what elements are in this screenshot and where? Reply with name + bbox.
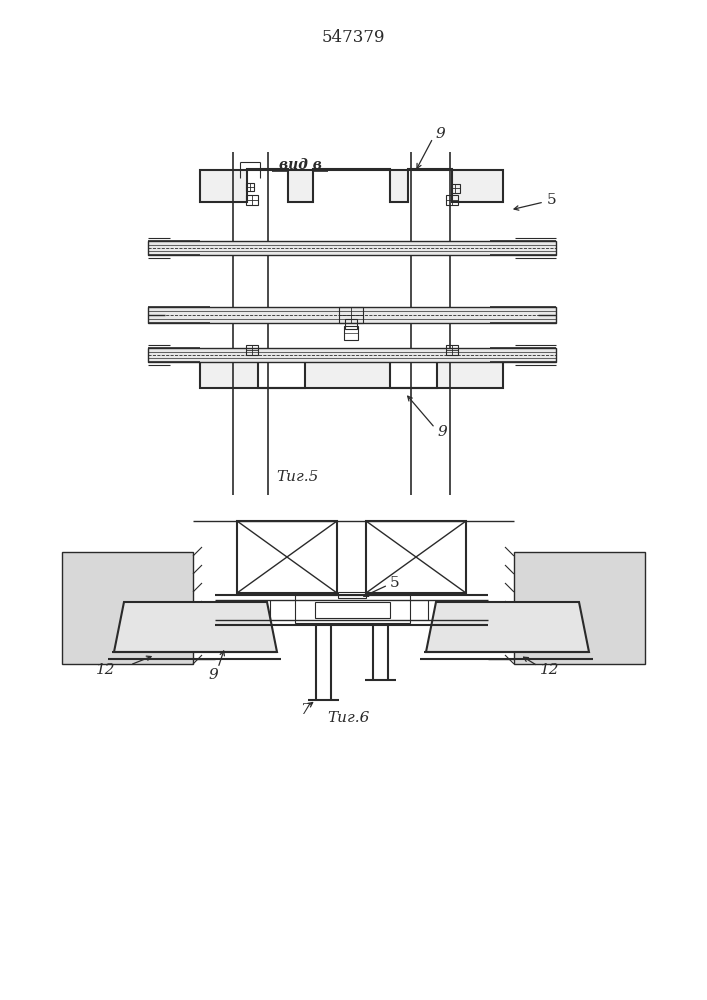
Text: 9: 9	[437, 425, 447, 439]
Text: Τиг.5: Τиг.5	[276, 470, 318, 484]
Text: Τиг.6: Τиг.6	[327, 711, 369, 725]
Bar	[246, 183, 254, 191]
Text: 9: 9	[435, 127, 445, 141]
Text: 7: 7	[300, 703, 310, 717]
Text: 12: 12	[96, 663, 116, 677]
Text: 5: 5	[547, 193, 556, 207]
Text: 5: 5	[390, 576, 399, 590]
Bar	[446, 345, 458, 355]
Polygon shape	[62, 552, 193, 664]
Polygon shape	[200, 169, 503, 202]
Polygon shape	[200, 353, 503, 388]
Text: 9: 9	[208, 668, 218, 682]
Polygon shape	[114, 602, 277, 652]
Bar	[446, 195, 458, 205]
Bar	[344, 326, 358, 340]
Bar	[338, 592, 366, 598]
Bar	[295, 595, 410, 623]
Bar	[345, 319, 357, 329]
Bar	[148, 348, 556, 362]
Text: 12: 12	[540, 663, 560, 677]
Polygon shape	[514, 552, 645, 664]
Bar	[148, 241, 556, 255]
Text: 547379: 547379	[321, 29, 385, 46]
Bar	[246, 195, 258, 205]
Bar	[148, 307, 556, 323]
Bar	[315, 602, 390, 618]
Bar	[366, 521, 466, 593]
Text: вид в: вид в	[279, 158, 322, 172]
Bar	[246, 345, 258, 355]
Polygon shape	[426, 602, 589, 652]
Bar	[237, 521, 337, 593]
Bar	[339, 307, 363, 323]
Bar	[450, 184, 460, 192]
